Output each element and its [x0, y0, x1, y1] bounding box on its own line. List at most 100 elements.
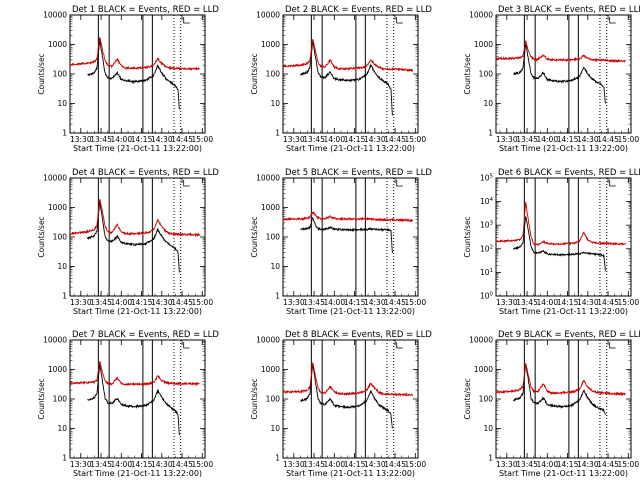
- y-tick-label: 10000: [43, 174, 67, 183]
- y-tick-label: 10: [270, 99, 280, 108]
- panel-4: Det 4 BLACK = Events, RED = LLD 1 10 100 100…: [37, 168, 219, 316]
- x-tick-label: 14:30: [364, 460, 386, 469]
- bracket-mark: [609, 180, 616, 187]
- x-tick-label: 14:15: [344, 135, 366, 144]
- y-tick-label: 1000: [261, 203, 280, 212]
- lld-series: [69, 198, 201, 238]
- y-tick-label: 10: [483, 99, 493, 108]
- y-axis-label: Counts/sec: [37, 378, 46, 419]
- x-tick-label: 14:45: [171, 460, 193, 469]
- y-tick-label: 10000: [256, 174, 280, 183]
- panel-title: Det 4 BLACK = Events, RED = LLD: [72, 168, 219, 178]
- y-tick-label: 100: [479, 70, 494, 79]
- x-tick-label: 14:00: [536, 135, 558, 144]
- y-axis-label: Counts/sec: [250, 378, 259, 419]
- bracket-mark: [609, 17, 616, 24]
- x-tick-label: 14:30: [577, 135, 599, 144]
- y-tick-label: 1000: [48, 203, 67, 212]
- x-tick-label: 13:30: [70, 460, 92, 469]
- x-tick-label: 14:45: [171, 135, 193, 144]
- x-tick-label: 13:45: [90, 460, 112, 469]
- bracket-mark: [609, 342, 616, 349]
- y-axis-label: Counts/sec: [250, 53, 259, 94]
- y-tick-label: 1000: [474, 40, 493, 49]
- x-axis-label: Start Time (21-Oct-11 13:22:00): [286, 144, 415, 153]
- y-tick-label: 1: [62, 292, 67, 301]
- y-tick-label: 10000: [469, 336, 493, 345]
- panel-5: Det 5 BLACK = Events, RED = LLD 1 10 100 100…: [250, 168, 432, 316]
- plot-frame: [282, 14, 419, 134]
- x-tick-label: 14:45: [384, 298, 406, 307]
- y-tick-label: 10: [270, 424, 280, 433]
- events-series: [300, 217, 393, 254]
- x-tick-label: 15:00: [404, 135, 426, 144]
- y-axis-label: Counts/sec: [37, 53, 46, 94]
- events-series: [300, 40, 393, 116]
- plot-frame: [495, 177, 632, 297]
- x-axis-label: Start Time (21-Oct-11 13:22:00): [499, 469, 628, 478]
- x-tick-label: 14:45: [384, 135, 406, 144]
- lld-series: [282, 38, 414, 73]
- x-tick-label: 14:15: [131, 298, 153, 307]
- y-tick-label: 1000: [261, 40, 280, 49]
- panel-title: Det 9 BLACK = Events, RED = LLD: [498, 330, 640, 340]
- x-tick-label: 14:15: [344, 460, 366, 469]
- x-tick-label: 14:00: [536, 460, 558, 469]
- y-tick-label: 1: [275, 292, 280, 301]
- panel-2: Det 2 BLACK = Events, RED = LLD 1 10 100 100…: [250, 5, 432, 153]
- x-tick-label: 14:00: [536, 298, 558, 307]
- events-series: [513, 363, 606, 415]
- x-axis-label: Start Time (21-Oct-11 13:22:00): [286, 469, 415, 478]
- panel-title: Det 3 BLACK = Events, RED = LLD: [498, 5, 640, 15]
- x-tick-label: 14:45: [597, 135, 619, 144]
- bracket-mark: [396, 342, 403, 349]
- events-series: [87, 364, 180, 436]
- lld-series: [282, 211, 414, 223]
- x-tick-label: 14:45: [384, 460, 406, 469]
- x-tick-label: 14:15: [131, 460, 153, 469]
- panel-3: Det 3 BLACK = Events, RED = LLD 1 10 100 100…: [463, 5, 640, 153]
- y-tick-label: 10: [57, 424, 67, 433]
- x-tick-label: 15:00: [191, 460, 213, 469]
- y-tick-label: 100: [479, 395, 494, 404]
- panel-7: Det 7 BLACK = Events, RED = LLD 1 10 100 100…: [37, 330, 219, 478]
- events-series: [513, 44, 606, 104]
- y-tick-label: 1000: [48, 40, 67, 49]
- x-axis-label: Start Time (21-Oct-11 13:22:00): [73, 144, 202, 153]
- y-tick-label: 1: [62, 454, 67, 463]
- y-tick-label: 10000: [43, 336, 67, 345]
- x-tick-label: 14:30: [151, 460, 173, 469]
- x-tick-label: 13:45: [303, 460, 325, 469]
- events-series: [513, 216, 606, 272]
- y-tick-label: 100: [266, 70, 281, 79]
- x-tick-label: 14:45: [597, 298, 619, 307]
- x-tick-label: 14:00: [323, 298, 345, 307]
- x-tick-label: 14:45: [597, 460, 619, 469]
- y-tick-label: 103: [480, 221, 494, 230]
- x-tick-label: 13:45: [303, 298, 325, 307]
- panel-6: Det 6 BLACK = Events, RED = LLD 100 101 102…: [463, 168, 640, 316]
- x-tick-label: 14:15: [557, 135, 579, 144]
- x-tick-label: 13:45: [303, 135, 325, 144]
- x-tick-label: 15:00: [191, 135, 213, 144]
- x-tick-label: 13:30: [70, 135, 92, 144]
- bracket-mark: [396, 180, 403, 187]
- panel-9: Det 9 BLACK = Events, RED = LLD 1 10 100 100…: [463, 330, 640, 478]
- y-tick-label: 104: [480, 197, 494, 206]
- x-tick-label: 13:30: [283, 298, 305, 307]
- y-tick-label: 100: [266, 395, 281, 404]
- y-tick-label: 10000: [256, 11, 280, 20]
- y-axis-label: Counts/sec: [37, 216, 46, 257]
- y-tick-label: 10000: [469, 11, 493, 20]
- x-tick-label: 15:00: [617, 460, 639, 469]
- y-tick-label: 101: [480, 268, 493, 277]
- x-tick-label: 14:00: [323, 460, 345, 469]
- x-tick-label: 14:30: [364, 135, 386, 144]
- x-tick-label: 14:15: [131, 135, 153, 144]
- x-tick-label: 14:30: [151, 135, 173, 144]
- x-axis-label: Start Time (21-Oct-11 13:22:00): [286, 307, 415, 316]
- x-tick-label: 14:00: [110, 298, 132, 307]
- panel-title: Det 5 BLACK = Events, RED = LLD: [285, 168, 432, 178]
- x-tick-label: 13:30: [496, 298, 518, 307]
- x-tick-label: 13:30: [496, 135, 518, 144]
